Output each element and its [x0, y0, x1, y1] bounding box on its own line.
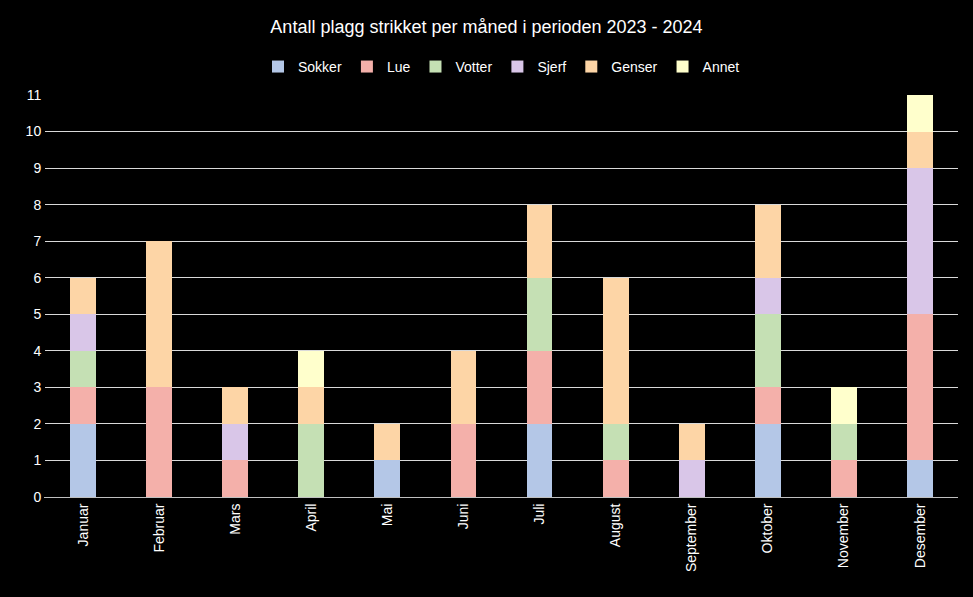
svg-text:August: August	[607, 503, 623, 547]
svg-text:September: September	[683, 503, 699, 572]
svg-text:Juli: Juli	[531, 504, 547, 525]
svg-text:Annet: Annet	[703, 59, 740, 75]
svg-text:Juni: Juni	[455, 504, 471, 530]
svg-text:6: 6	[33, 270, 41, 286]
svg-text:10: 10	[26, 123, 42, 139]
svg-text:Oktober: Oktober	[759, 503, 775, 553]
svg-text:0: 0	[33, 489, 41, 505]
svg-text:April: April	[303, 504, 319, 532]
svg-text:Desember: Desember	[912, 503, 928, 568]
svg-text:November: November	[835, 503, 851, 568]
svg-text:1: 1	[33, 452, 41, 468]
svg-text:9: 9	[33, 160, 41, 176]
svg-text:Februar: Februar	[151, 503, 167, 552]
svg-text:7: 7	[33, 233, 41, 249]
svg-text:Votter: Votter	[455, 59, 492, 75]
svg-text:Antall plagg strikket per måne: Antall plagg strikket per måned i period…	[270, 17, 702, 37]
svg-text:Mars: Mars	[227, 504, 243, 535]
svg-text:5: 5	[33, 306, 41, 322]
svg-text:Mai: Mai	[379, 504, 395, 527]
svg-text:Sokker: Sokker	[298, 59, 342, 75]
svg-text:Januar: Januar	[75, 503, 91, 546]
svg-text:Sjerf: Sjerf	[537, 59, 566, 75]
svg-text:2: 2	[33, 416, 41, 432]
svg-text:3: 3	[33, 379, 41, 395]
svg-text:Genser: Genser	[611, 59, 657, 75]
svg-text:4: 4	[33, 343, 41, 359]
svg-text:Lue: Lue	[387, 59, 411, 75]
svg-text:11: 11	[27, 87, 42, 103]
svg-text:8: 8	[33, 197, 41, 213]
